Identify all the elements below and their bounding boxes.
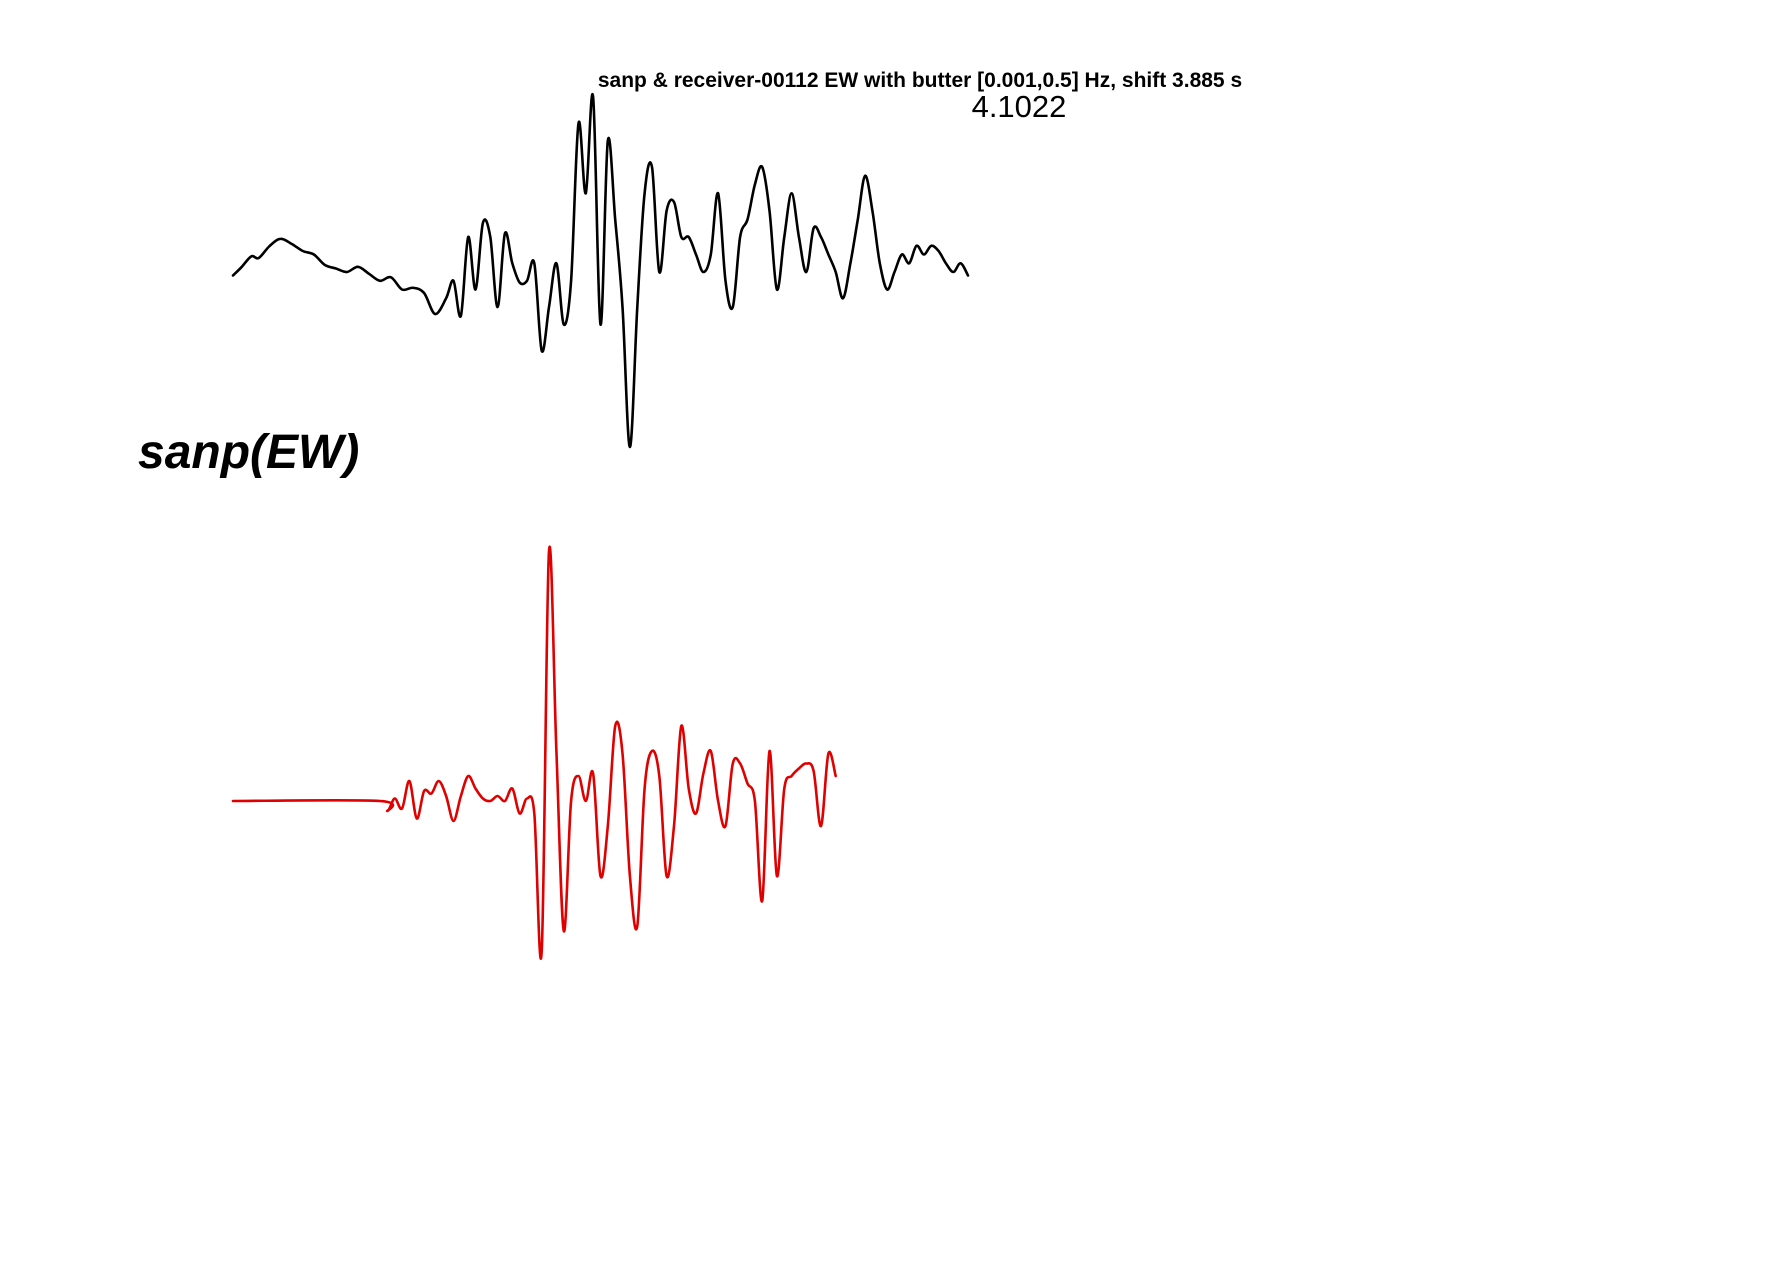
waveform-traces	[231, 92, 970, 961]
waveform-observed	[231, 92, 970, 449]
station-label: sanp(EW)	[138, 426, 359, 479]
coefficient-annotation: 4.1022	[972, 89, 1067, 124]
waveform-synthetic	[231, 545, 837, 961]
chart-title: sanp & receiver-00112 EW with butter [0.…	[598, 69, 1242, 92]
